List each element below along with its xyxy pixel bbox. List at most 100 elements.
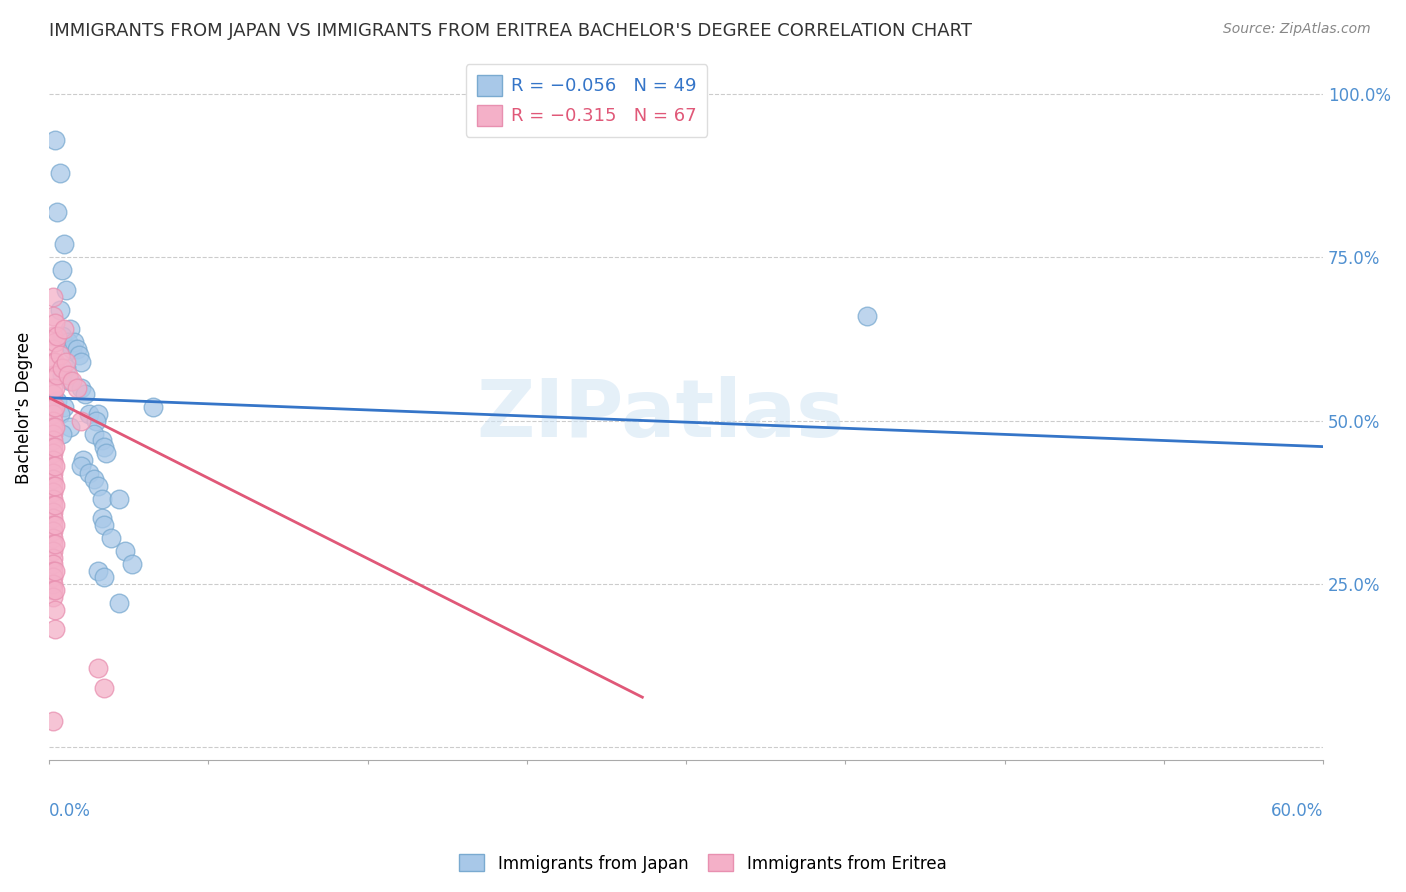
- Point: [42, 714, 65, 728]
- Point: [42, 420, 65, 434]
- Point: [48, 407, 70, 421]
- Point: [63, 335, 86, 350]
- Point: [52, 401, 75, 415]
- Point: [42, 355, 65, 369]
- Point: [44, 335, 66, 350]
- Text: Source: ZipAtlas.com: Source: ZipAtlas.com: [1223, 22, 1371, 37]
- Point: [42, 544, 65, 558]
- Point: [48, 348, 70, 362]
- Point: [42, 570, 65, 584]
- Point: [42, 576, 65, 591]
- Point: [42, 342, 65, 356]
- Point: [42, 491, 65, 506]
- Point: [55, 355, 77, 369]
- Point: [44, 381, 66, 395]
- Point: [91, 511, 114, 525]
- Point: [65, 342, 87, 356]
- Point: [42, 309, 65, 323]
- Point: [44, 316, 66, 330]
- Point: [42, 446, 65, 460]
- Point: [42, 440, 65, 454]
- Point: [44, 420, 66, 434]
- Point: [46, 328, 69, 343]
- Point: [42, 557, 65, 571]
- Point: [44, 517, 66, 532]
- Point: [67, 348, 90, 362]
- Point: [42, 407, 65, 421]
- Point: [51, 426, 73, 441]
- Point: [46, 393, 69, 408]
- Point: [87, 661, 110, 675]
- Point: [42, 426, 65, 441]
- Point: [44, 583, 66, 598]
- Point: [56, 368, 79, 382]
- Point: [42, 289, 65, 303]
- Point: [42, 401, 65, 415]
- Point: [48, 165, 70, 179]
- Point: [46, 368, 69, 382]
- Point: [51, 368, 73, 382]
- Point: [42, 413, 65, 427]
- Point: [42, 524, 65, 539]
- Point: [114, 544, 136, 558]
- Point: [65, 381, 87, 395]
- Point: [108, 491, 131, 506]
- Point: [87, 564, 110, 578]
- Point: [51, 263, 73, 277]
- Point: [87, 407, 110, 421]
- Point: [42, 466, 65, 480]
- Point: [42, 452, 65, 467]
- Point: [93, 570, 115, 584]
- Point: [42, 590, 65, 604]
- Point: [42, 479, 65, 493]
- Point: [42, 485, 65, 500]
- Point: [44, 564, 66, 578]
- Point: [55, 361, 77, 376]
- Point: [59, 375, 82, 389]
- Point: [44, 603, 66, 617]
- Point: [72, 452, 94, 467]
- Point: [42, 531, 65, 545]
- Point: [55, 283, 77, 297]
- Legend: Immigrants from Japan, Immigrants from Eritrea: Immigrants from Japan, Immigrants from E…: [453, 847, 953, 880]
- Point: [48, 302, 70, 317]
- Point: [44, 440, 66, 454]
- Point: [42, 381, 65, 395]
- Text: ZIPatlas: ZIPatlas: [477, 376, 845, 453]
- Point: [69, 355, 91, 369]
- Point: [42, 499, 65, 513]
- Point: [51, 328, 73, 343]
- Point: [93, 440, 115, 454]
- Point: [79, 466, 101, 480]
- Point: [44, 479, 66, 493]
- Point: [142, 401, 165, 415]
- Point: [52, 322, 75, 336]
- Point: [42, 368, 65, 382]
- Point: [83, 426, 105, 441]
- Point: [84, 413, 107, 427]
- Point: [44, 355, 66, 369]
- Point: [83, 472, 105, 486]
- Point: [855, 309, 877, 323]
- Point: [69, 459, 91, 474]
- Point: [59, 322, 82, 336]
- Point: [42, 459, 65, 474]
- Point: [46, 204, 69, 219]
- Point: [44, 133, 66, 147]
- Point: [59, 420, 82, 434]
- Point: [96, 446, 118, 460]
- Point: [79, 407, 101, 421]
- Point: [42, 564, 65, 578]
- Point: [52, 237, 75, 252]
- Point: [108, 596, 131, 610]
- Point: [42, 583, 65, 598]
- Point: [42, 511, 65, 525]
- Point: [42, 537, 65, 551]
- Point: [75, 387, 97, 401]
- Point: [60, 375, 83, 389]
- Text: 0.0%: 0.0%: [49, 802, 91, 820]
- Point: [42, 550, 65, 565]
- Point: [93, 517, 115, 532]
- Point: [91, 433, 114, 447]
- Point: [69, 381, 91, 395]
